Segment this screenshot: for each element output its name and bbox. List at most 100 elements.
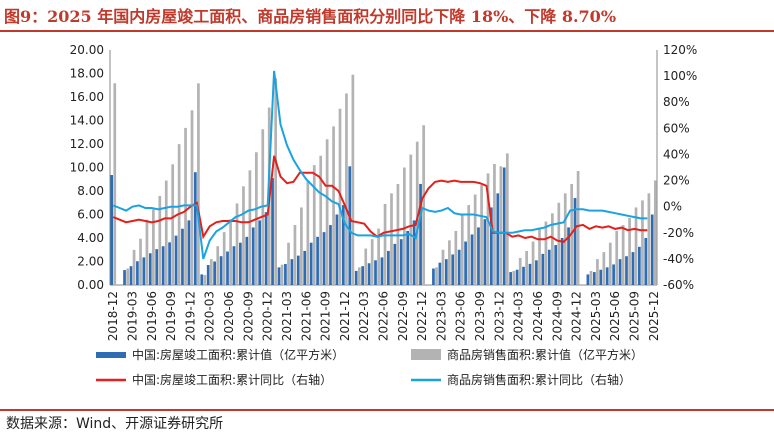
sales-bar [139, 238, 142, 285]
sales-bar [525, 250, 528, 285]
left-tick-label: 16.00 [70, 90, 104, 104]
completion-bar [110, 175, 114, 285]
x-tick-label: 2024-06 [531, 291, 545, 341]
sales-bar [152, 209, 155, 285]
x-tick-label: 2022-06 [377, 291, 391, 341]
sales-bar [229, 219, 232, 285]
completion-bar [586, 274, 590, 285]
sales-bar [538, 228, 541, 285]
completion-bar [612, 264, 615, 285]
completion-bar [451, 254, 455, 285]
sales-bar [357, 267, 361, 285]
completion-bar [348, 166, 352, 285]
right-tick-label: 60% [663, 121, 690, 135]
x-tick-label: 2025-12 [647, 291, 661, 341]
right-tick-label: -20% [663, 226, 694, 240]
completion-bar [155, 249, 159, 285]
sales-bar [634, 207, 638, 285]
left-tick-label: 18.00 [70, 67, 104, 81]
sales-bar [576, 171, 580, 285]
title-rule [0, 30, 774, 32]
completion-bar [361, 266, 364, 285]
x-tick-label: 2019-03 [126, 291, 140, 341]
left-tick-label: 4.00 [77, 231, 104, 245]
sales-bar [300, 207, 303, 285]
completion-bar [419, 183, 422, 285]
x-tick-label: 2021-12 [338, 291, 352, 341]
completion-bar [650, 214, 654, 285]
completion-bar [213, 261, 216, 285]
sales-bar [351, 74, 355, 285]
sales-bar [293, 225, 297, 285]
sales-bar [377, 228, 380, 285]
completion-bar [644, 238, 648, 285]
completion-bar [226, 251, 229, 285]
left-tick-label: 14.00 [70, 114, 104, 128]
completion-bar [193, 172, 197, 285]
sales-bar [306, 180, 310, 285]
completion-bar [406, 230, 410, 285]
sales-bar [190, 110, 194, 285]
sales-bar [274, 78, 278, 285]
completion-bar [329, 225, 332, 285]
sales-bar [325, 139, 329, 285]
completion-bar [374, 260, 377, 285]
x-tick-label: 2020-09 [241, 291, 255, 341]
sales-bar [441, 249, 445, 285]
completion-bar [322, 232, 326, 285]
x-tick-label: 2024-03 [512, 291, 526, 341]
sales-bar [596, 259, 599, 285]
sales-bar [403, 167, 406, 285]
x-tick-label: 2019-06 [145, 291, 159, 341]
completion-bar [206, 265, 210, 285]
completion-bar [129, 266, 133, 285]
sales-bar [126, 268, 129, 285]
left-axis-ticks: 0.00 2.00 4.00 6.00 8.00 10.00 12.00 14.00 16.00… [70, 43, 104, 292]
sales-bar [505, 153, 509, 285]
completion-bar [284, 263, 287, 285]
left-tick-label: 6.00 [77, 208, 104, 222]
completion-bar [438, 262, 442, 285]
completion-bar [136, 261, 139, 285]
completion-bar [296, 255, 300, 285]
completion-bar [142, 257, 146, 285]
x-tick-label: 2024-12 [570, 291, 584, 341]
completion-bar [528, 263, 532, 285]
sales-bar [499, 166, 503, 285]
completion-bar [251, 227, 255, 285]
sales-bar [641, 200, 644, 285]
completion-bar [200, 274, 204, 285]
x-tick-label: 2021-06 [299, 291, 313, 341]
sales-bar [145, 219, 149, 285]
completion-bar [522, 266, 525, 285]
sales-bar [345, 93, 348, 285]
sales-bar [415, 141, 419, 285]
x-tick-label: 2025-03 [589, 291, 603, 341]
sales-bar [512, 270, 516, 285]
sales-bar [647, 193, 651, 285]
completion-bar [547, 249, 551, 285]
completion-bar [489, 207, 493, 285]
x-tick-label: 2019-12 [183, 291, 197, 341]
completion-bar [380, 257, 384, 285]
sales-bar [608, 242, 612, 285]
x-tick-label: 2023-12 [492, 291, 506, 341]
completion-bar [605, 267, 609, 285]
source-note: 数据来源：Wind、开源证券研究所 [6, 416, 224, 432]
completion-bar [245, 236, 249, 285]
sales-bar [216, 246, 220, 285]
sales-bar [602, 252, 606, 285]
x-axis-ticks: 2018-12 2019-03 2019-06 2019-09 2019-12 2020-… [106, 291, 661, 341]
x-tick-label: 2023-03 [434, 291, 448, 341]
completion-bar [515, 269, 519, 285]
completion-bar [303, 250, 307, 285]
sales-yoy-line [112, 70, 648, 260]
completion-bar [232, 246, 236, 285]
legend: 中国:房屋竣工面积:累计值（亿平方米） 商品房销售面积:累计值（亿平方米） 中国… [96, 347, 643, 387]
sales-bar [222, 232, 226, 285]
sales-bar [628, 218, 631, 285]
completion-bar [618, 259, 622, 285]
completion-bar [477, 227, 480, 285]
x-tick-label: 2022-03 [357, 291, 371, 341]
legend-swatch-sales-bar [411, 349, 441, 360]
